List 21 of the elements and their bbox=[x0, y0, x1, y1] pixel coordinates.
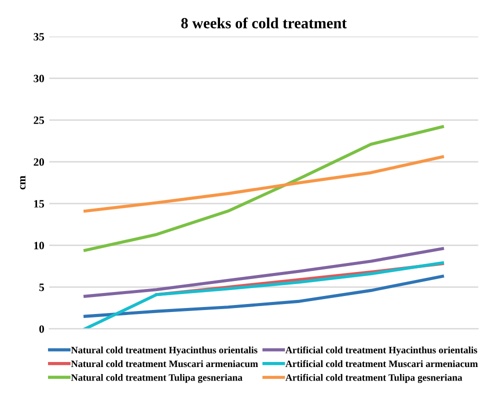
y-axis-title: cm bbox=[20, 176, 26, 190]
y-tick-label: 35 bbox=[34, 33, 44, 41]
line-series bbox=[84, 247, 444, 298]
line-series bbox=[84, 261, 444, 329]
line-series bbox=[84, 125, 444, 252]
legend-label: Artificial cold treatment Muscari armeniacum bbox=[285, 360, 478, 368]
chart-title: 8 weeks of cold treatment bbox=[181, 17, 347, 28]
y-tick-label: 25 bbox=[34, 116, 44, 124]
y-tick-label: 20 bbox=[34, 158, 44, 166]
legend-label: Artificial cold treatment Hyacinthus orientalis bbox=[285, 346, 478, 356]
y-tick-label: 30 bbox=[34, 74, 44, 82]
y-tick-label: 0 bbox=[39, 325, 44, 333]
y-tick-label: 5 bbox=[39, 284, 44, 292]
y-tick-label: 10 bbox=[34, 242, 44, 250]
line-series bbox=[84, 155, 444, 213]
y-tick-label: 15 bbox=[34, 200, 44, 208]
legend-label: Natural cold treatment Muscari armeniacum bbox=[71, 360, 258, 368]
legend-label: Natural cold treatment Tulipa gesneriana bbox=[71, 374, 242, 383]
line-series bbox=[84, 274, 444, 318]
legend-label: Artificial cold treatment Tulipa gesneriana bbox=[285, 374, 462, 383]
legend-label: Natural cold treatment Hyacinthus orientalis bbox=[71, 346, 258, 356]
